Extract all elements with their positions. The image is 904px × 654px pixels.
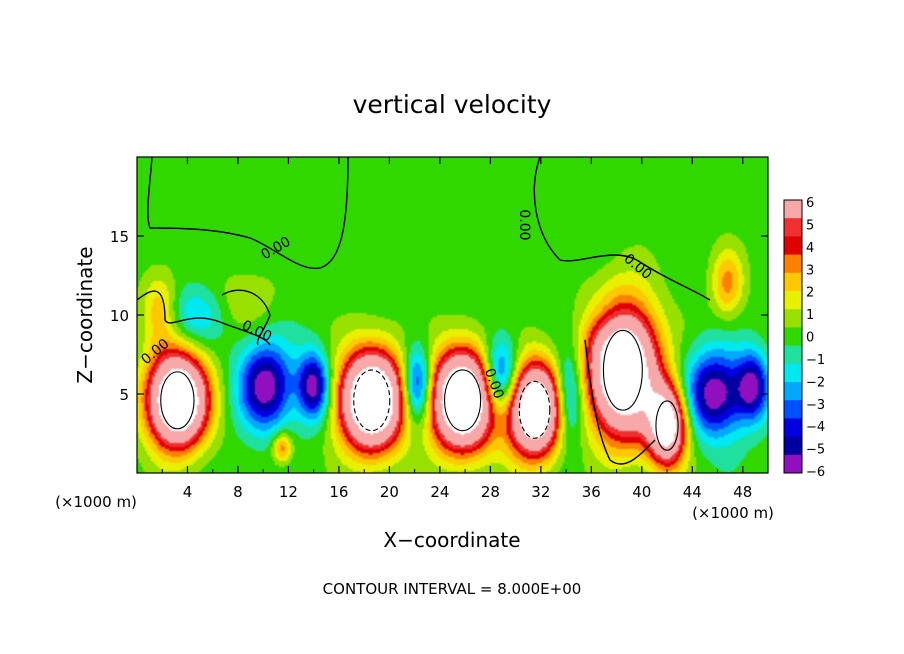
updraft-contour [655,400,679,451]
colorbar-label: −5 [806,443,825,458]
colorbar-swatch [784,345,802,365]
updraft-contour [160,371,195,430]
updraft-contour [353,369,391,432]
colorbar-swatch [784,400,802,419]
zero-contour-lower-right [584,339,656,465]
plot-area [137,157,768,473]
x-tick-label: 4 [183,483,193,501]
zero-contour-right-upper [533,157,711,301]
colorbar-swatch [784,418,802,438]
chart-title: vertical velocity [353,90,552,119]
colorbar-label: −4 [806,420,825,435]
updraft-contour [602,329,643,411]
colorbar-swatch [784,272,802,292]
colorbar-swatch [784,254,802,274]
colorbar-swatch [784,291,802,310]
colorbar-label: −6 [806,465,825,480]
y-tick-label: 10 [110,307,129,325]
x-tick-label: 36 [582,483,601,501]
x-unit-label-right: (×1000 m) [692,504,774,522]
y-tick-label: 5 [119,386,129,404]
colorbar-label: −3 [806,398,825,413]
colorbar-swatch [784,309,802,328]
colorbar-label: −2 [806,375,825,390]
high-value-contours [160,329,679,451]
x-tick-label: 20 [380,483,399,501]
colorbar-label: 0 [806,331,814,346]
x-axis-ticks: 4 8 12 16 20 24 28 32 36 40 44 48 [161,157,752,501]
x-tick-label: 16 [329,483,348,501]
x-tick-label: 12 [279,483,298,501]
x-tick-label: 44 [683,483,702,501]
y-axis-label: Z−coordinate [73,246,97,383]
x-tick-label: 40 [632,483,651,501]
contour-label: 0.00 [516,209,532,240]
updraft-contour [443,369,482,432]
colorbar: 6 5 4 3 2 1 0 −1 −2 −3 −4 −5 −6 [783,196,825,480]
x-tick-label: 48 [733,483,752,501]
y-tick-label: 15 [110,228,129,246]
colorbar-swatch [784,236,802,256]
colorbar-label: −1 [806,353,825,368]
x-axis-label: X−coordinate [383,528,520,552]
colorbar-label: 6 [806,196,814,211]
colorbar-label: 4 [806,241,814,256]
colorbar-swatch [784,327,802,347]
zero-contour-center [221,289,271,346]
colorbar-label: 2 [806,286,814,301]
zero-contour-upper [147,157,349,270]
y-axis-ticks: 5 10 15 [110,228,768,404]
vertical-velocity-field [137,157,768,473]
x-tick-label: 28 [481,483,500,501]
x-tick-label: 8 [233,483,243,501]
x-tick-label: 32 [531,483,550,501]
colorbar-swatch [784,363,802,383]
colorbar-swatch [784,454,802,474]
zero-contour-lines [137,157,711,465]
colorbar-swatch [784,436,802,456]
colorbar-swatch [784,218,802,237]
updraft-contour [518,380,551,439]
contour-interval-note: CONTOUR INTERVAL = 8.000E+00 [323,580,582,598]
colorbar-swatch [784,200,802,219]
colorbar-swatch [784,382,802,401]
colorbar-label: 5 [806,218,814,233]
zero-contour-left-lower [137,290,271,346]
colorbar-frame [783,199,803,474]
colorbar-label: 3 [806,263,814,278]
colorbar-label: 1 [806,308,814,323]
x-tick-label: 24 [430,483,449,501]
x-unit-label-left: (×1000 m) [55,493,137,511]
